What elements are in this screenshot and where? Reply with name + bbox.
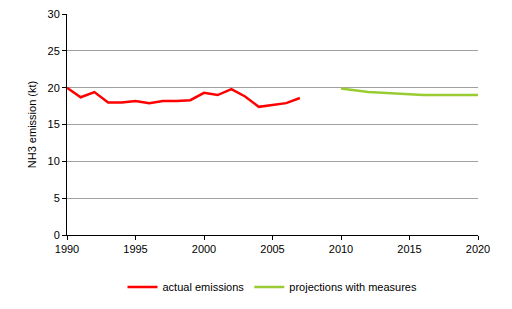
svg-text:5: 5 (54, 192, 60, 204)
svg-text:25: 25 (48, 45, 60, 57)
svg-text:projections with measures: projections with measures (289, 281, 417, 293)
svg-text:2015: 2015 (397, 243, 421, 255)
svg-text:2020: 2020 (466, 243, 490, 255)
svg-text:1990: 1990 (55, 243, 79, 255)
svg-text:2005: 2005 (260, 243, 284, 255)
svg-text:10: 10 (48, 155, 60, 167)
svg-text:20: 20 (48, 82, 60, 94)
svg-text:2000: 2000 (192, 243, 216, 255)
svg-text:2010: 2010 (329, 243, 353, 255)
svg-text:1995: 1995 (123, 243, 147, 255)
svg-text:30: 30 (48, 8, 60, 20)
svg-text:15: 15 (48, 118, 60, 130)
svg-text:NH3 emission (kt): NH3 emission (kt) (26, 81, 38, 168)
svg-text:actual emissions: actual emissions (163, 281, 245, 293)
svg-text:0: 0 (54, 229, 60, 241)
